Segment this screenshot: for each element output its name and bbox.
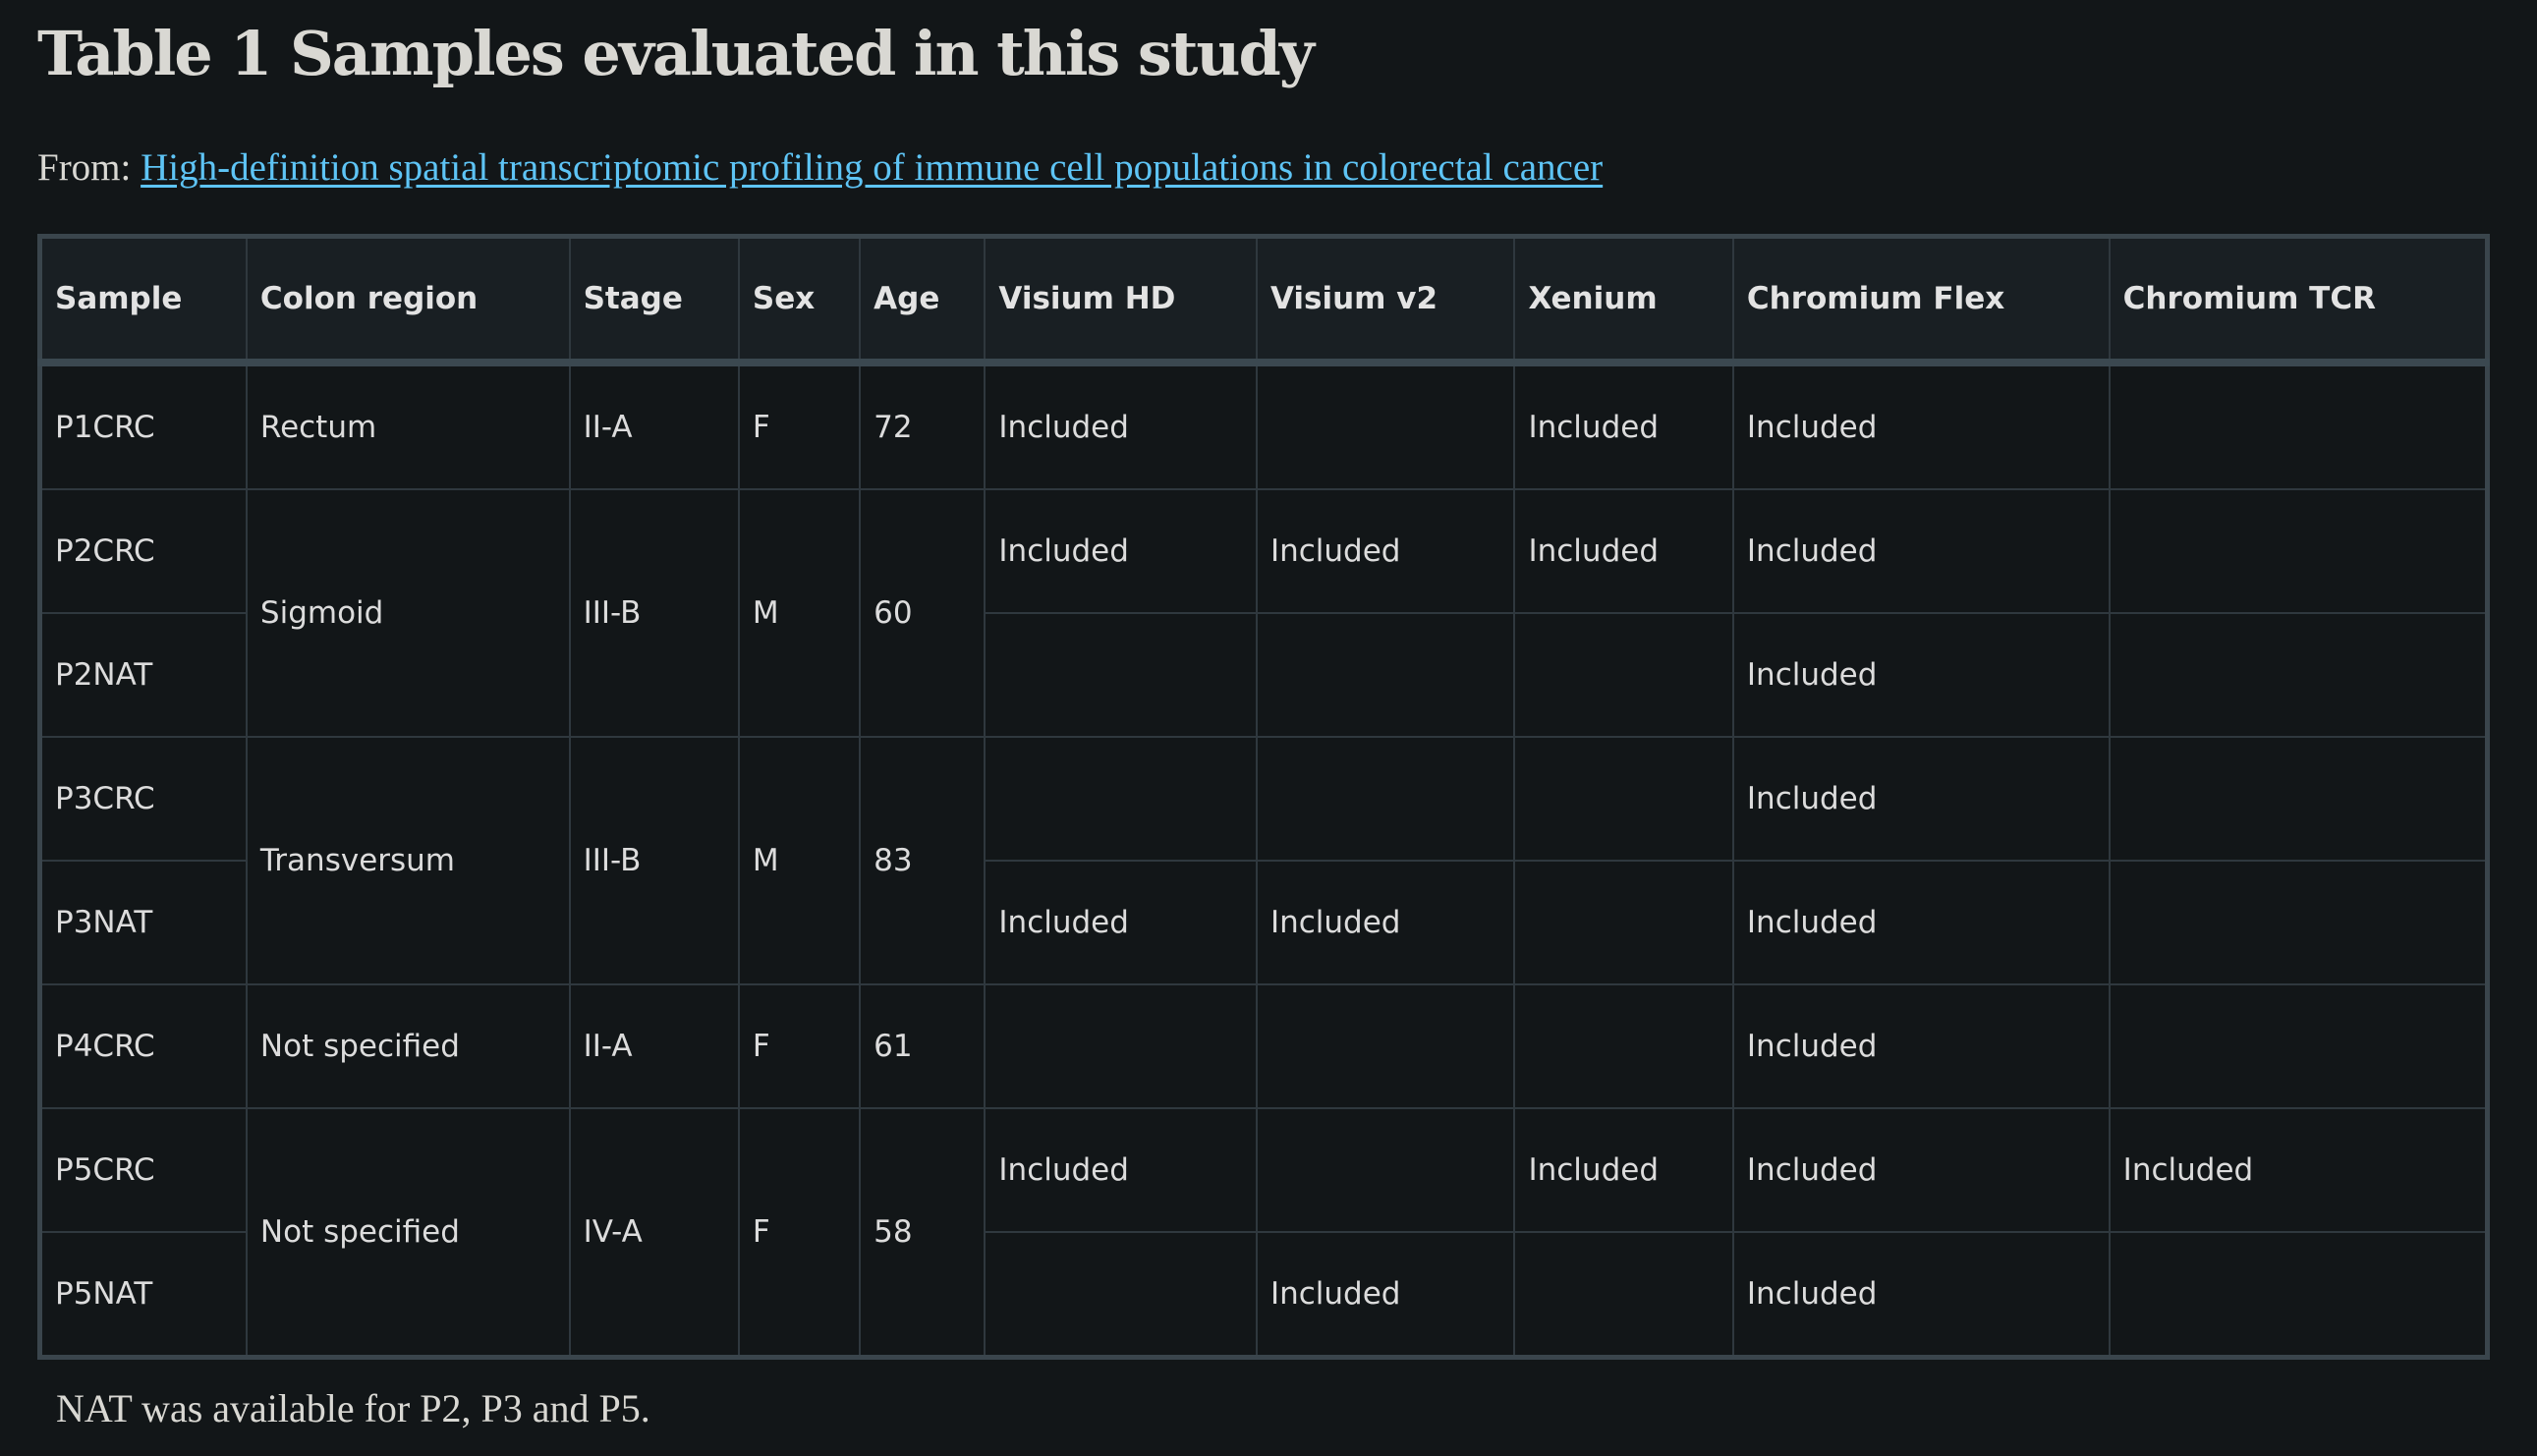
cell-colon-region: Sigmoid bbox=[245, 488, 571, 738]
cell-chromium-flex: Included bbox=[1731, 736, 2111, 862]
cell-chromium-tcr bbox=[2108, 488, 2489, 614]
cell-visium-v2: Included bbox=[1255, 1231, 1516, 1359]
table-row: P3CRC Transversum III-B M 83 Included bbox=[38, 736, 2489, 985]
cell-sample: P3CRC bbox=[38, 736, 248, 862]
cell-chromium-tcr bbox=[2108, 612, 2489, 738]
cell-sample: P2CRC bbox=[38, 488, 248, 614]
cell-visium-hd bbox=[984, 1231, 1258, 1359]
cell-visium-v2: Included bbox=[1255, 860, 1516, 985]
col-header-sex: Sex bbox=[737, 235, 862, 366]
cell-sample: P5NAT bbox=[38, 1231, 248, 1359]
cell-visium-hd bbox=[984, 612, 1258, 738]
cell-visium-hd: Included bbox=[984, 488, 1258, 614]
cell-stage: II-A bbox=[568, 362, 740, 490]
cell-sex: F bbox=[737, 983, 862, 1109]
table-row: P2NAT Included bbox=[38, 612, 2489, 738]
cell-xenium bbox=[1513, 1231, 1734, 1359]
source-line: From: High-definition spatial transcript… bbox=[37, 145, 1603, 190]
cell-colon-region: Not specified bbox=[245, 1107, 571, 1359]
cell-age: 61 bbox=[859, 983, 987, 1109]
col-header-chromium-flex: Chromium Flex bbox=[1731, 235, 2111, 366]
cell-sample: P3NAT bbox=[38, 860, 248, 985]
col-header-visium-hd: Visium HD bbox=[984, 235, 1258, 366]
cell-visium-v2 bbox=[1255, 1107, 1516, 1233]
table-row: P4CRC Not specified II-A F 61 Included bbox=[38, 983, 2489, 1109]
cell-chromium-tcr bbox=[2108, 1231, 2489, 1359]
cell-xenium: Included bbox=[1513, 1107, 1734, 1233]
col-header-chromium-tcr: Chromium TCR bbox=[2108, 235, 2489, 366]
cell-sex: M bbox=[737, 488, 862, 738]
col-header-xenium: Xenium bbox=[1513, 235, 1734, 366]
cell-sex: F bbox=[737, 1107, 862, 1359]
table-row: P2CRC Sigmoid III-B M 60 Included Includ… bbox=[38, 488, 2489, 738]
cell-age: 60 bbox=[859, 488, 987, 738]
cell-chromium-flex: Included bbox=[1731, 488, 2111, 614]
cell-sex: F bbox=[737, 362, 862, 490]
table-row: P1CRC Rectum II-A F 72 Included Included… bbox=[38, 362, 2489, 490]
cell-visium-v2 bbox=[1255, 362, 1516, 490]
col-header-age: Age bbox=[859, 235, 987, 366]
cell-visium-v2 bbox=[1255, 983, 1516, 1109]
cell-chromium-flex: Included bbox=[1731, 612, 2111, 738]
cell-visium-hd bbox=[984, 983, 1258, 1109]
cell-chromium-tcr bbox=[2108, 362, 2489, 490]
table-row: P5NAT Included Included bbox=[38, 1231, 2489, 1359]
cell-xenium bbox=[1513, 736, 1734, 862]
cell-sample: P5CRC bbox=[38, 1107, 248, 1233]
cell-sample: P2NAT bbox=[38, 612, 248, 738]
samples-table: Sample Colon region Stage Sex Age Visium… bbox=[37, 234, 2490, 1360]
from-label: From: bbox=[37, 146, 141, 189]
col-header-visium-v2: Visium v2 bbox=[1255, 235, 1516, 366]
cell-stage: III-B bbox=[568, 736, 740, 985]
cell-chromium-flex: Included bbox=[1731, 1231, 2111, 1359]
header-row: Sample Colon region Stage Sex Age Visium… bbox=[38, 235, 2489, 366]
cell-xenium bbox=[1513, 612, 1734, 738]
cell-chromium-flex: Included bbox=[1731, 983, 2111, 1109]
cell-sample: P1CRC bbox=[38, 362, 248, 490]
cell-chromium-flex: Included bbox=[1731, 860, 2111, 985]
cell-sex: M bbox=[737, 736, 862, 985]
cell-sample: P4CRC bbox=[38, 983, 248, 1109]
col-header-sample: Sample bbox=[38, 235, 248, 366]
cell-visium-v2 bbox=[1255, 612, 1516, 738]
cell-visium-hd: Included bbox=[984, 362, 1258, 490]
cell-stage: II-A bbox=[568, 983, 740, 1109]
table-footnote: NAT was available for P2, P3 and P5. bbox=[56, 1386, 650, 1430]
cell-stage: III-B bbox=[568, 488, 740, 738]
cell-stage: IV-A bbox=[568, 1107, 740, 1359]
article-link[interactable]: High-definition spatial transcriptomic p… bbox=[141, 146, 1604, 189]
cell-chromium-tcr bbox=[2108, 983, 2489, 1109]
cell-visium-hd: Included bbox=[984, 860, 1258, 985]
cell-visium-hd: Included bbox=[984, 1107, 1258, 1233]
cell-xenium bbox=[1513, 860, 1734, 985]
table-title: Table 1 Samples evaluated in this study bbox=[37, 18, 1315, 89]
table-row: P3NAT Included Included Included bbox=[38, 860, 2489, 985]
cell-xenium bbox=[1513, 983, 1734, 1109]
cell-age: 58 bbox=[859, 1107, 987, 1359]
cell-xenium: Included bbox=[1513, 362, 1734, 490]
col-header-colon-region: Colon region bbox=[245, 235, 571, 366]
cell-visium-hd bbox=[984, 736, 1258, 862]
cell-chromium-tcr: Included bbox=[2108, 1107, 2489, 1233]
cell-colon-region: Rectum bbox=[245, 362, 571, 490]
cell-chromium-tcr bbox=[2108, 736, 2489, 862]
cell-colon-region: Transversum bbox=[245, 736, 571, 985]
cell-chromium-flex: Included bbox=[1731, 362, 2111, 490]
cell-colon-region: Not specified bbox=[245, 983, 571, 1109]
cell-visium-v2: Included bbox=[1255, 488, 1516, 614]
cell-visium-v2 bbox=[1255, 736, 1516, 862]
table-row: P5CRC Not specified IV-A F 58 Included I… bbox=[38, 1107, 2489, 1359]
cell-chromium-flex: Included bbox=[1731, 1107, 2111, 1233]
cell-age: 72 bbox=[859, 362, 987, 490]
cell-age: 83 bbox=[859, 736, 987, 985]
cell-chromium-tcr bbox=[2108, 860, 2489, 985]
col-header-stage: Stage bbox=[568, 235, 740, 366]
cell-xenium: Included bbox=[1513, 488, 1734, 614]
